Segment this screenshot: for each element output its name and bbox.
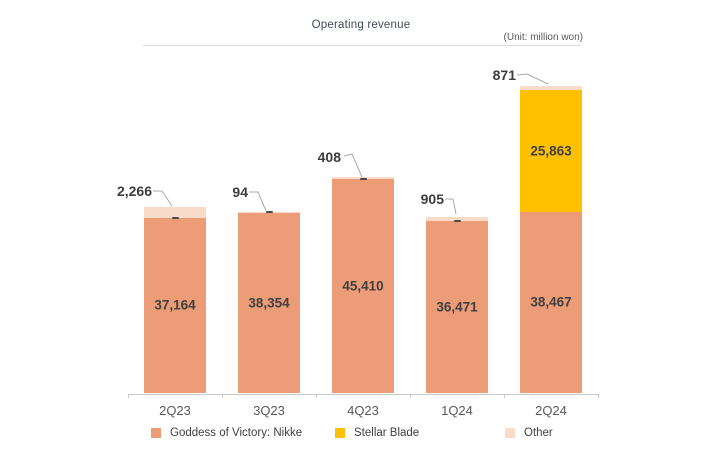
bar-2q24-segment-other <box>520 85 582 90</box>
callout-label-3q23: 94 <box>232 184 248 200</box>
bar-2q24-segment-goddess-of-victory-nikke <box>520 211 582 393</box>
segment-value-label: 36,471 <box>436 299 478 315</box>
segment-value-label: 38,467 <box>530 294 572 310</box>
leader-line <box>343 153 363 178</box>
leader-line <box>249 191 267 212</box>
bar-1q24-segment-goddess-of-victory-nikke <box>426 221 488 393</box>
segment-value-label: 38,354 <box>248 295 290 311</box>
bar-1q24-segment-other <box>426 216 488 222</box>
segment-marker-dash <box>359 178 367 181</box>
x-axis-label-2q24: 2Q24 <box>535 403 567 418</box>
leader-line <box>445 198 457 215</box>
segment-value-label: 45,410 <box>342 278 384 294</box>
callout-label-4q23: 408 <box>317 149 341 165</box>
leader-line <box>153 190 173 207</box>
x-axis-tick <box>410 394 411 398</box>
x-axis-tick <box>598 394 599 398</box>
x-axis-tick <box>504 394 505 398</box>
header-divider <box>143 45 580 46</box>
x-axis-label-1q24: 1Q24 <box>441 403 473 418</box>
x-axis-line <box>128 394 598 395</box>
segment-marker-dash <box>265 211 273 214</box>
bar-4q23-segment-goddess-of-victory-nikke <box>332 179 394 393</box>
x-axis-tick <box>128 394 129 398</box>
x-axis-tick <box>316 394 317 398</box>
unit-label: (Unit: million won) <box>503 32 583 43</box>
bar-2q23-segment-goddess-of-victory-nikke <box>144 217 206 393</box>
x-axis-label-4q23: 4Q23 <box>347 403 379 418</box>
segment-value-label: 37,164 <box>154 297 196 313</box>
x-axis-label-3q23: 3Q23 <box>253 403 285 418</box>
bar-2q24-segment-stellar-blade <box>520 90 582 212</box>
bar-3q23-segment-goddess-of-victory-nikke <box>238 212 300 393</box>
callout-label-2q24: 871 <box>492 67 516 83</box>
bar-2q23-segment-other <box>144 207 206 218</box>
leader-line <box>516 73 549 85</box>
x-axis-label-2q23: 2Q23 <box>159 403 191 418</box>
chart-title: Operating revenue <box>311 19 411 31</box>
segment-value-label: 25,863 <box>530 143 572 159</box>
callout-label-1q24: 905 <box>420 191 444 207</box>
x-axis-tick <box>222 394 223 398</box>
segment-marker-dash <box>171 216 179 219</box>
segment-marker-dash <box>453 220 461 223</box>
callout-label-2q23: 2,266 <box>116 183 152 199</box>
